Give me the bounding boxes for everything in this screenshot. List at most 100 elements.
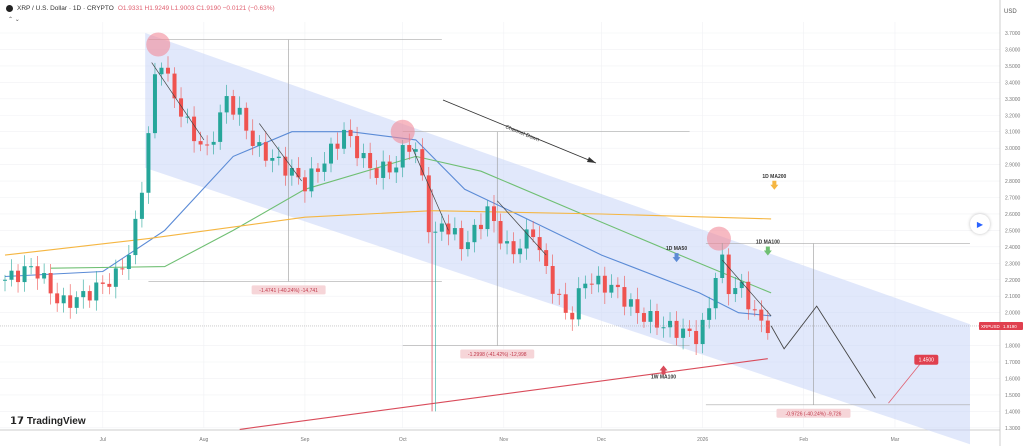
y-tick-label: 3.1000 [1005,130,1021,136]
candle-body [289,167,294,176]
candle-body [381,161,386,178]
last-price-symbol: XRPUSD [981,324,1001,329]
tradingview-logo: 𝟭𝟳 TradingView [10,416,86,427]
trend-line [412,148,449,231]
candle-body [322,163,327,172]
candle-body [55,293,60,304]
candle-body [74,297,79,308]
candle-body [16,270,21,283]
candle-body [166,67,170,74]
last-price-value: 1.9190 [1003,324,1017,329]
y-tick-label: 2.9000 [1005,163,1021,169]
candle-body [3,279,7,281]
candle-body [68,295,73,308]
candle-body [107,283,112,287]
y-tick-label: 3.3000 [1005,97,1021,103]
candle-body [655,311,659,328]
y-tick-label: 2.6000 [1005,212,1021,218]
candle-body [694,330,699,345]
candle-body [48,273,53,294]
y-tick-label: 3.5000 [1005,64,1021,70]
last-price-tag [979,321,1023,330]
candle-body [583,283,588,289]
candle-body [628,299,633,307]
candle-body [648,311,653,322]
symbol-title[interactable]: XRP / U.S. Dollar · 1D · CRYPTO [17,5,114,12]
top-marker [706,226,731,251]
ma-label: 1D MA200 [762,174,786,180]
y-tick-label: 2.3000 [1005,261,1021,267]
candle-body [172,73,177,99]
ma-arrow-icon [659,365,668,375]
collapse-toggle[interactable]: ⌃ ⌄ [8,17,20,23]
candle-body [596,275,601,285]
candle-body [707,308,712,320]
y-tick-label: 1.7000 [1005,360,1021,366]
measure-label-bg [460,349,535,359]
candle-body [531,229,536,238]
y-tick-label: 1.5000 [1005,393,1021,399]
candle-body [244,107,249,131]
channel-down-label: Channel Down [504,124,540,143]
candle-body [185,116,190,118]
candle-body [759,309,764,321]
candle-body [524,229,529,249]
xrp-logo-icon [6,5,13,12]
candle-body [720,254,725,278]
candle-body [231,96,236,115]
candle-body [100,282,105,284]
top-marker [390,119,415,144]
candle-body [35,266,40,279]
currency-label: USD [1004,9,1017,15]
candle-body [250,130,255,146]
candle-body [733,288,738,295]
candle-body [426,175,431,233]
target-label: 1.4500 [919,358,935,364]
ma-arrow-icon [763,246,772,256]
candle-body [270,158,275,161]
channel-arrow-head [587,157,596,163]
scroll-to-realtime-button[interactable]: ▶ [970,214,990,234]
candle-body [459,228,464,250]
candle-body [570,312,575,320]
candle-body [765,320,770,334]
y-tick-label: 3.4000 [1005,80,1021,86]
candle-body [329,143,333,164]
candle-body [400,145,405,168]
candle-body [374,168,379,178]
ma-line-1d-ma200 [4,210,772,256]
play-icon: ▶ [976,219,984,229]
y-tick-label: 2.5000 [1005,228,1021,234]
candle-body [589,283,594,285]
y-tick-label: 3.7000 [1005,31,1021,37]
candle-body [29,266,34,268]
candle-body [263,142,268,161]
candle-body [472,224,477,243]
candle-body [485,206,490,230]
candle-body [126,255,131,269]
ma-line-1d-ma50 [4,131,772,317]
candle-body [668,320,673,328]
candle-body [511,241,516,255]
candle-body [413,149,418,152]
candle-body [315,168,320,172]
candle-body [615,284,620,288]
y-tick-label: 3.0000 [1005,146,1021,152]
candle-body [152,74,157,134]
candle-body [61,295,66,304]
trend-line [151,62,205,141]
candle-body [9,270,14,280]
candle-body [342,129,347,149]
candle-body [224,96,229,113]
candle-body [179,98,184,117]
candle-body [139,192,144,219]
candle-body [420,149,425,176]
candle-body [159,67,164,75]
candle-body [498,221,503,244]
measure-label-bg [251,285,326,295]
candle-body [576,288,581,320]
candle-body [257,142,262,146]
ma-arrow-icon [672,253,681,263]
candle-body [609,284,614,293]
